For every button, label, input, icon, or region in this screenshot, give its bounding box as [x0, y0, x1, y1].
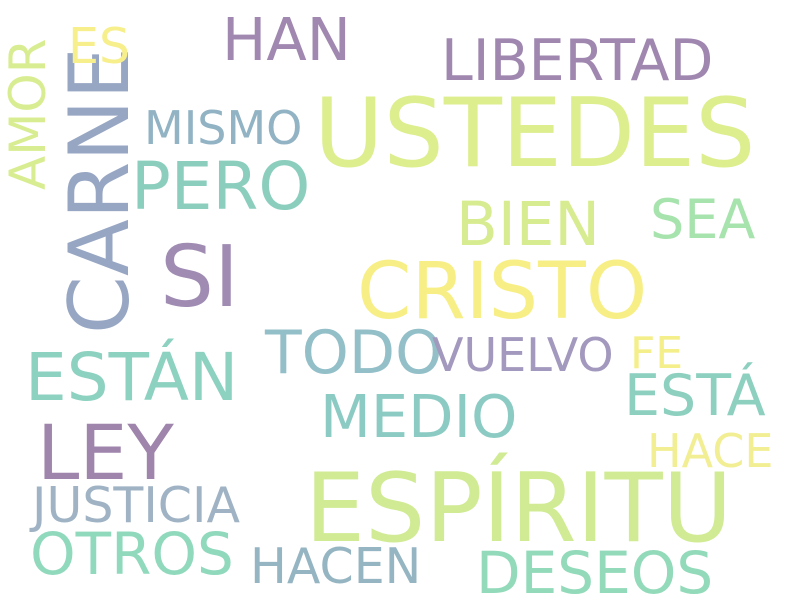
word-todo: TODO: [265, 318, 443, 388]
word-deseos: DESEOS: [476, 539, 714, 607]
word-cristo: CRISTO: [357, 247, 648, 337]
word-han: HAN: [222, 5, 351, 74]
word-bien: BIEN: [456, 189, 601, 260]
word-justicia: JUSTICIA: [32, 477, 240, 534]
word-mismo: MISMO: [144, 101, 303, 155]
word-hacen: HACEN: [250, 538, 422, 595]
word-esta: ESTÁ: [624, 363, 766, 429]
word-pero: PERO: [131, 148, 311, 225]
word-espiritu: ESPÍRITU: [305, 454, 733, 564]
word-estan: ESTÁN: [25, 339, 239, 416]
word-si: SI: [160, 228, 240, 327]
word-libertad: LIBERTAD: [441, 28, 714, 94]
word-ustedes: USTEDES: [314, 79, 756, 189]
word-medio: MEDIO: [320, 382, 518, 451]
word-hace: HACE: [647, 424, 774, 478]
word-amor: AMOR: [0, 38, 57, 190]
word-sea: SEA: [650, 188, 756, 251]
word-otros: OTROS: [30, 520, 234, 588]
word-ley: LEY: [37, 408, 174, 497]
word-carne: CARNE: [51, 47, 148, 334]
word-es: ES: [68, 18, 131, 75]
word-vuelvo: VUELVO: [432, 328, 614, 382]
word-fe: FE: [630, 328, 684, 379]
